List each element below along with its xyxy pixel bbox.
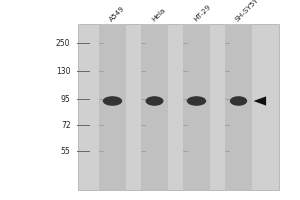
Text: 55: 55 (61, 146, 70, 156)
Bar (141, 24, 168, 190)
Bar (225, 24, 252, 190)
Bar (183, 24, 210, 190)
Bar (99, 24, 126, 190)
Text: SH-SY5Y: SH-SY5Y (234, 0, 260, 23)
Bar (78, 24, 279, 190)
Text: Hela: Hela (150, 7, 166, 23)
Ellipse shape (103, 96, 122, 106)
Text: A549: A549 (108, 5, 126, 23)
Text: 72: 72 (61, 120, 70, 130)
Ellipse shape (187, 96, 206, 106)
Ellipse shape (146, 96, 164, 106)
Text: 95: 95 (61, 95, 70, 104)
Text: HT-29: HT-29 (192, 4, 212, 23)
Polygon shape (254, 96, 266, 106)
Text: 130: 130 (56, 66, 70, 75)
Text: 250: 250 (56, 38, 70, 47)
Ellipse shape (230, 96, 247, 106)
